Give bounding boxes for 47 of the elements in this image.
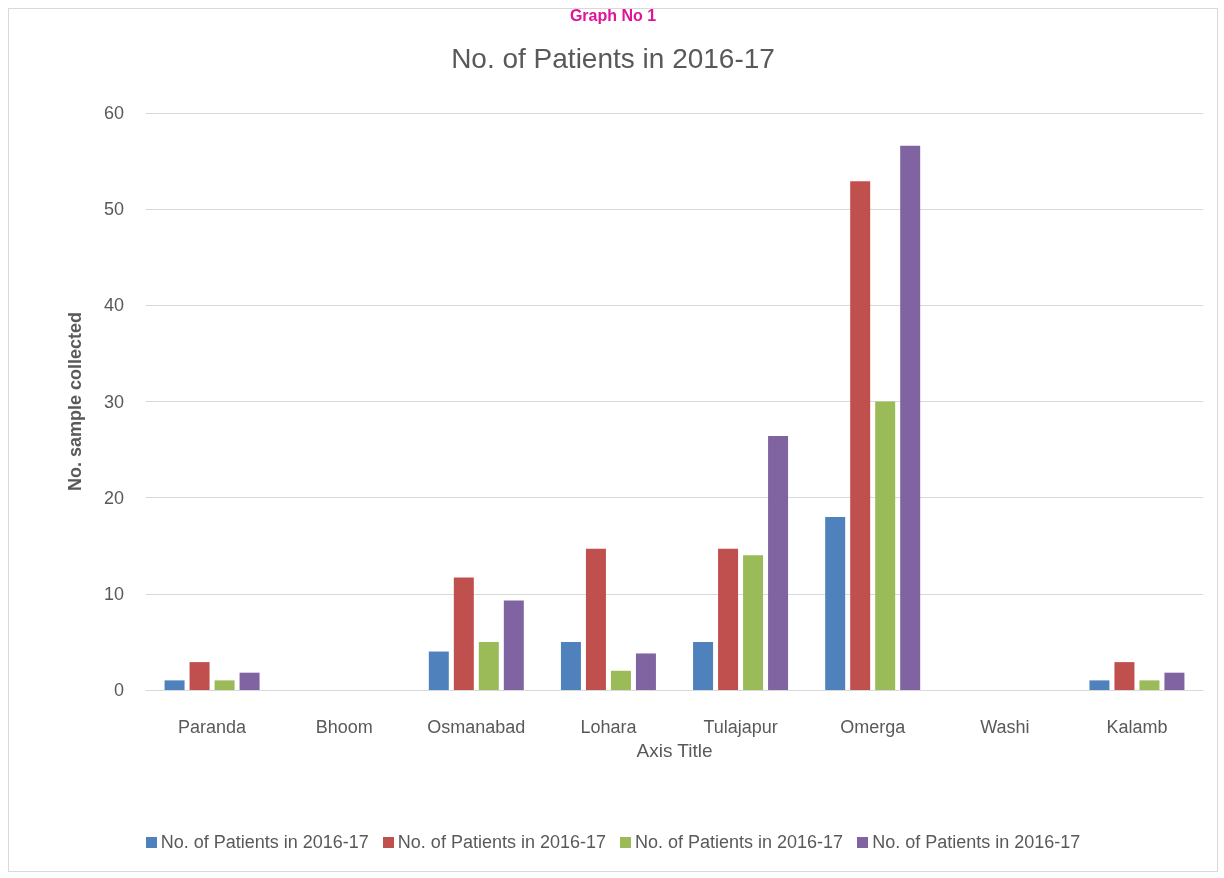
x-axis-title: Axis Title <box>636 739 713 761</box>
legend-label: No. of Patients in 2016-17 <box>635 832 844 853</box>
y-axis-title: No. sample collected <box>65 311 85 492</box>
bar <box>610 670 631 690</box>
bar <box>1089 680 1110 690</box>
bar <box>875 401 896 690</box>
x-tick-label: Paranda <box>178 717 248 737</box>
bar <box>743 555 764 690</box>
x-tick-label: Lohara <box>580 717 638 737</box>
y-tick-label: 10 <box>103 583 124 604</box>
bar <box>560 641 581 690</box>
bar <box>503 600 524 690</box>
bar <box>164 680 185 690</box>
bar <box>693 641 714 690</box>
y-tick-label: 30 <box>103 391 124 412</box>
bar <box>850 181 871 690</box>
x-tick-label: Tulajapur <box>703 717 778 737</box>
x-tick-label: Bhoom <box>315 717 373 737</box>
bar <box>1114 662 1135 690</box>
bar <box>825 516 846 690</box>
bar <box>1164 672 1185 690</box>
x-tick-label: Osmanabad <box>427 717 526 737</box>
chart-title: No. of Patients in 2016-17 <box>451 42 775 74</box>
x-tick-label: Washi <box>980 717 1030 737</box>
bar <box>453 577 474 690</box>
bar <box>428 651 449 690</box>
bar <box>239 672 260 690</box>
y-tick-label: 40 <box>103 295 124 316</box>
bar <box>768 436 789 690</box>
y-tick-label: 20 <box>103 487 124 508</box>
bar <box>718 548 739 690</box>
y-tick-label: 60 <box>103 103 124 123</box>
bar <box>900 145 921 690</box>
legend-label: No. of Patients in 2016-17 <box>160 832 369 853</box>
x-tick-label: Omerga <box>840 717 907 737</box>
bar <box>189 662 210 690</box>
text: Graph No 1 <box>568 7 658 25</box>
bar <box>585 548 606 690</box>
bar <box>478 641 499 690</box>
legend-label: No. of Patients in 2016-17 <box>872 832 1081 853</box>
bar <box>214 680 235 690</box>
legend-label: No. of Patients in 2016-17 <box>397 832 606 853</box>
x-tick-label: Kalamb <box>1106 717 1168 737</box>
y-tick-label: 50 <box>103 199 124 220</box>
y-tick-label: 0 <box>113 680 124 700</box>
bar <box>635 653 656 690</box>
bar <box>1139 680 1160 690</box>
